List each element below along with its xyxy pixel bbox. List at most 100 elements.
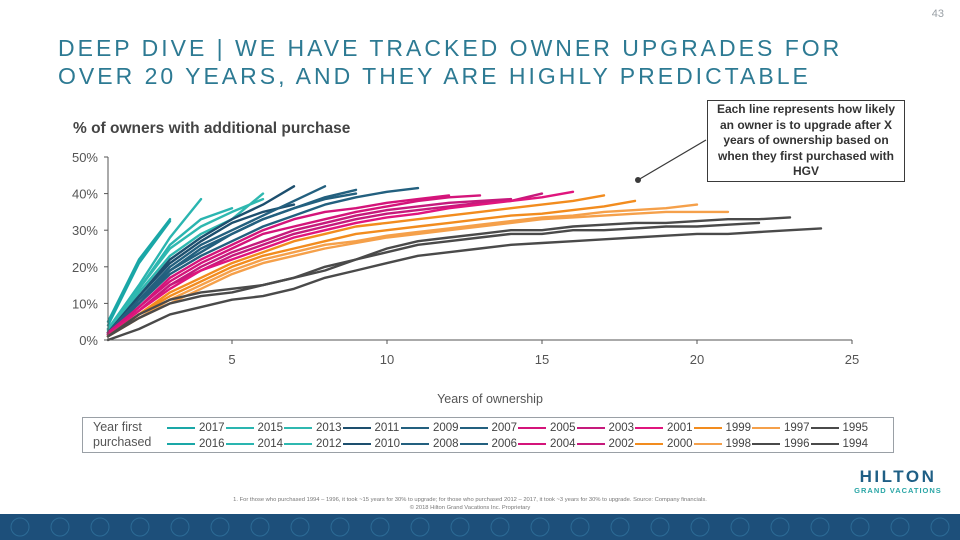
legend-item-2002: 2002 [576,437,635,451]
decorative-footer-band [0,514,960,540]
series-line-1998 [106,203,699,338]
legend-label: 2006 [491,438,518,450]
axes-layer: % of owners with additional purchase 0% 10… [72,120,859,406]
legend-label: 2015 [257,422,284,434]
legend-item-2003: 2003 [576,421,635,435]
legend-label: 1996 [784,438,810,450]
legend-label: 1999 [725,422,752,434]
legend-swatch [342,426,371,430]
legend-swatch [576,442,605,446]
legend-label: 2014 [257,438,284,450]
legend-item-2009: 2009 [401,421,459,435]
legend-item-2010: 2010 [342,437,401,451]
legend-item-1997: 1997 [752,421,810,435]
legend-item-1995: 1995 [810,421,869,435]
series-line-2013 [106,197,265,331]
legend-item-2013: 2013 [284,421,342,435]
series-line-1995 [106,221,761,338]
legend-swatch [167,426,195,430]
legend-label: 2005 [550,422,576,434]
series-line-2012 [106,192,265,333]
series-line-1999 [106,199,637,338]
legend-swatch [635,442,663,446]
footer-pattern [10,517,950,537]
legend-swatch [225,426,254,430]
series-line-2004 [106,194,482,336]
x-axis-label: Years of ownership [437,392,543,406]
line-chart: % of owners with additional purchase 0% 10… [72,120,859,406]
series-line-2016 [106,219,172,327]
legend-item-2011: 2011 [342,421,399,435]
legend-item-2007: 2007 [459,421,518,435]
legend-swatch [752,442,780,446]
legend-swatch [459,442,488,446]
logo-sub-text: GRAND VACATIONS [854,486,942,495]
legend-swatch [401,442,429,446]
y-tick-label: 50% [72,150,98,165]
legend-label: 2007 [491,422,518,434]
series-line-2001 [106,190,575,336]
legend-item-2008: 2008 [401,437,459,451]
legend-label: 2003 [608,422,635,434]
chart-title: % of owners with additional purchase [73,120,351,137]
slide-title: DEEP DIVE | WE HAVE TRACKED OWNER UPGRAD… [58,35,843,89]
series-line-2002 [106,192,544,336]
y-tick-label: 0% [79,333,98,348]
legend-item-2001: 2001 [635,421,693,435]
legend-label: 1995 [842,422,869,434]
y-tick-label: 10% [72,296,98,311]
series-line-1994 [106,227,823,342]
legend-label: 1997 [784,422,810,434]
legend-item-1999: 1999 [693,421,752,435]
legend-label: 1998 [725,438,752,450]
x-tick-label: 10 [380,352,394,367]
hilton-grand-vacations-logo: HILTON GRAND VACATIONS [848,468,948,496]
legend-label: 2009 [433,422,459,434]
series-line-2005 [106,194,451,334]
legend-item-2005: 2005 [518,421,576,435]
legend-item-2017: 2017 [167,421,225,435]
legend-item-2015: 2015 [225,421,284,435]
footnote-text: 1. For those who purchased 1994 – 1996, … [233,497,707,503]
legend-item-1996: 1996 [752,437,810,451]
series-line-2010 [106,203,296,334]
logo-main-text: HILTON [859,467,937,486]
legend-label: 2000 [667,438,693,450]
legend-swatch [752,426,780,430]
series-line-1997 [106,210,730,338]
legend-item-1994: 1994 [810,437,868,451]
page-number: 43 [931,8,944,20]
legend-swatch [284,426,312,430]
callout-pointer [637,139,707,181]
legend-item-2012: 2012 [284,437,342,451]
x-tick-label: 25 [845,352,859,367]
legend-swatch [225,442,254,446]
series-line-2017 [106,217,172,323]
legend-item-2016: 2016 [167,437,225,451]
chart-legend: Year first purchased 2017 2016 2015 2014 201… [82,417,894,453]
legend-label: 2002 [608,438,635,450]
legend-item-2004: 2004 [518,437,576,451]
x-tick-label: 15 [535,352,549,367]
legend-label: 2008 [433,438,459,450]
legend-swatch [401,426,429,430]
legend-label: 2017 [199,422,225,434]
legend-item-2000: 2000 [635,437,693,451]
y-tick-label: 40% [72,187,98,202]
legend-item-1998: 1998 [693,437,752,451]
legend-swatch [518,426,546,430]
series-line-2000 [106,194,606,338]
legend-swatch [576,426,605,430]
legend-item-2014: 2014 [225,437,284,451]
legend-swatch [459,426,488,430]
legend-item-2006: 2006 [459,437,518,451]
series-layer [106,185,823,342]
legend-label: 2010 [374,438,401,450]
legend-swatch [810,426,839,430]
copyright-text: © 2018 Hilton Grand Vacations Inc. Propr… [409,505,531,511]
legend-swatch [810,442,839,446]
legend-swatch [167,442,195,446]
x-tick-label: 5 [228,352,235,367]
legend-swatch [693,426,722,430]
legend-title: Year first purchased [93,420,152,449]
